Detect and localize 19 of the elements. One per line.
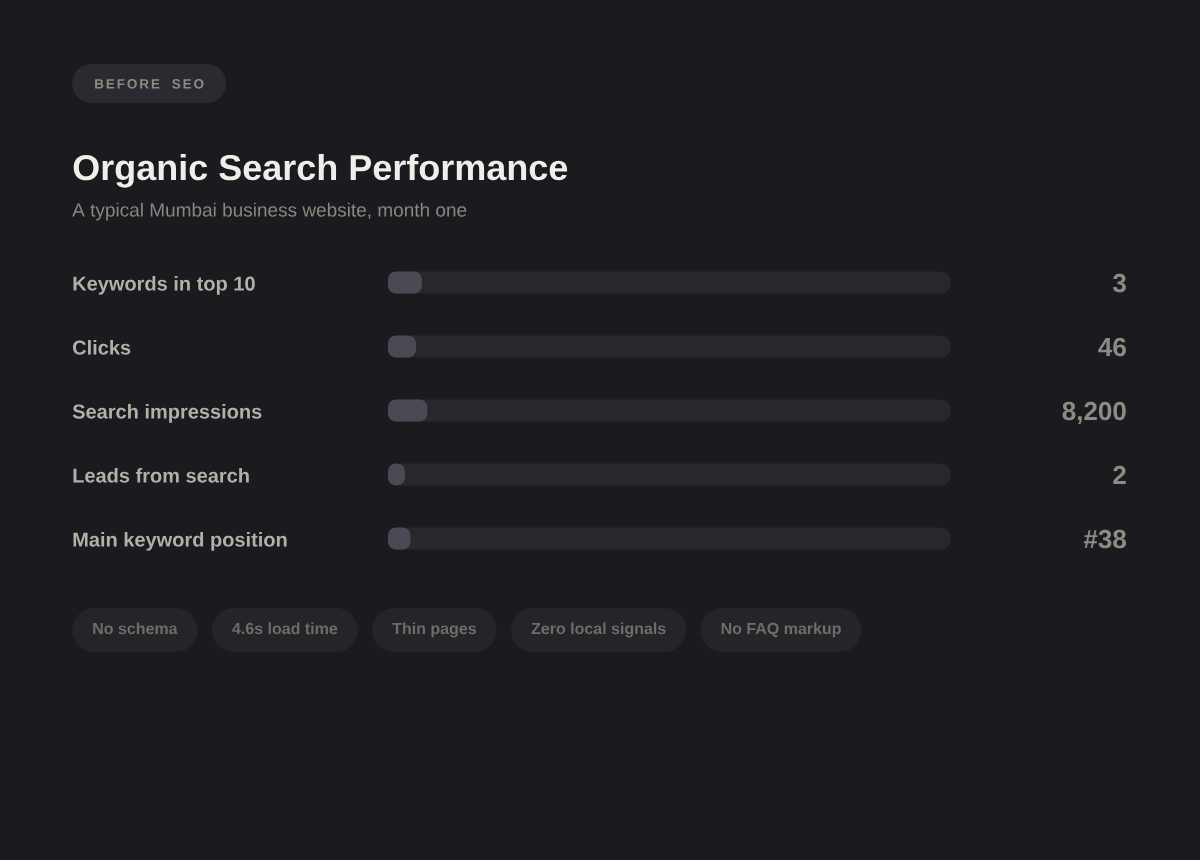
chart-subtitle: A typical Mumbai business website, month one [72,202,467,221]
y-tick-label: Keywords in top 10 [73,276,255,295]
text: Zero local signals [531,622,666,638]
y-tick-label: Search impressions [72,404,262,423]
text: 3 [1112,273,1126,293]
text: 46 [1098,337,1126,357]
y-tick-label: Clicks [73,340,131,355]
text: No schema [93,622,178,635]
text: 4.6s load time [232,622,338,635]
text: 2 [1113,465,1126,485]
text: BEFORE SEO [95,79,204,89]
y-tick-label: Leads from search [73,468,249,483]
text: #38 [1083,529,1126,549]
text: No FAQ markup [721,622,841,638]
y-tick-label: Main keyword position [73,532,287,551]
text: Thin pages [392,622,476,638]
chart-title: Organic Search Performance [73,153,568,188]
text: 8,200 [1062,401,1126,425]
bar [388,399,428,422]
